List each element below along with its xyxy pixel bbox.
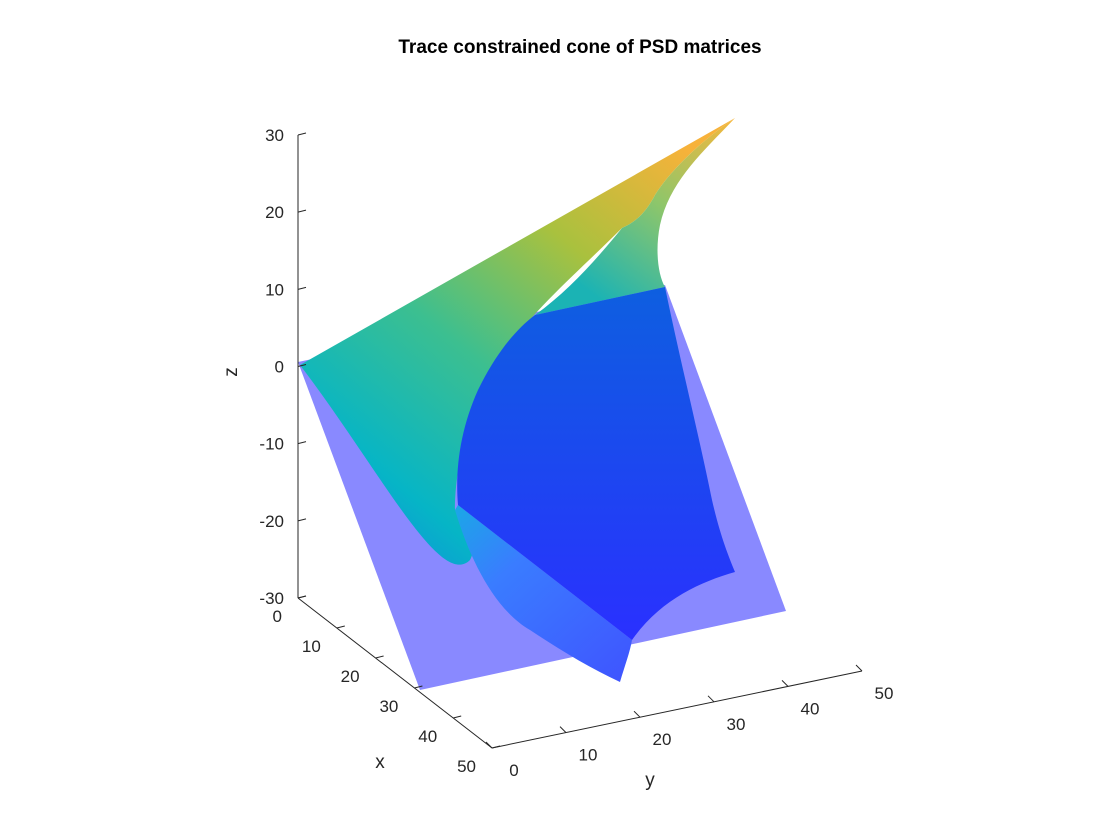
y-tick-label: 30 — [727, 715, 746, 734]
z-tick-label: 30 — [265, 126, 284, 145]
z-tick-mark — [297, 441, 307, 445]
x-tick-mark — [336, 625, 345, 629]
y-tick-label: 50 — [875, 684, 894, 703]
x-tick-mark — [414, 685, 423, 689]
z-tick-label: -30 — [259, 589, 284, 608]
z-tick-mark — [297, 209, 307, 213]
x-tick-label: 30 — [379, 697, 398, 716]
surface-group — [298, 118, 786, 690]
z-tick-mark — [297, 286, 307, 290]
z-tick-mark — [297, 364, 307, 367]
cone-upper-surface — [300, 118, 735, 565]
z-tick-label: -20 — [259, 512, 284, 531]
x-tick-mark — [297, 595, 307, 599]
y-tick-mark — [707, 695, 715, 703]
y-tick-mark — [855, 664, 863, 672]
z-tick-mark — [297, 518, 307, 522]
y-tick-label: 10 — [579, 746, 598, 765]
y-tick-mark — [485, 741, 493, 749]
y-tick-mark — [781, 680, 789, 687]
y-axis-ticks: 0 10 20 30 40 50 — [485, 664, 894, 780]
x-tick-mark — [491, 745, 501, 749]
z-tick-label: 10 — [265, 280, 284, 299]
y-axis-label: y — [645, 770, 655, 791]
y-axis-line — [491, 670, 863, 749]
y-tick-mark — [559, 726, 567, 733]
z-axis-label: z — [221, 367, 242, 377]
x-axis-ticks: 0 10 20 30 40 50 — [273, 595, 501, 776]
z-tick-label: -10 — [259, 435, 284, 454]
x-tick-label: 10 — [302, 637, 321, 656]
chart-title: Trace constrained cone of PSD matrices — [398, 37, 761, 58]
cone-lower-surface — [455, 505, 632, 682]
y-tick-label: 40 — [801, 699, 820, 718]
x-tick-label: 40 — [418, 727, 437, 746]
x-axis-line — [297, 597, 493, 749]
x-tick-label: 0 — [273, 607, 282, 626]
y-tick-label: 0 — [509, 761, 518, 780]
z-tick-mark — [297, 132, 307, 136]
cone-rim-surface — [535, 118, 735, 315]
z-tick-label: 20 — [265, 203, 284, 222]
x-tick-mark — [453, 715, 462, 719]
x-tick-label: 20 — [341, 667, 360, 686]
y-tick-mark — [633, 710, 641, 718]
x-tick-mark — [375, 655, 384, 659]
z-axis-ticks: -30 -20 -10 0 10 20 30 — [259, 126, 307, 608]
x-tick-label: 50 — [457, 757, 476, 776]
z-tick-label: 0 — [275, 358, 284, 377]
y-tick-label: 20 — [653, 730, 672, 749]
x-axis-label: x — [375, 752, 385, 773]
cone-front-surface — [457, 287, 735, 640]
